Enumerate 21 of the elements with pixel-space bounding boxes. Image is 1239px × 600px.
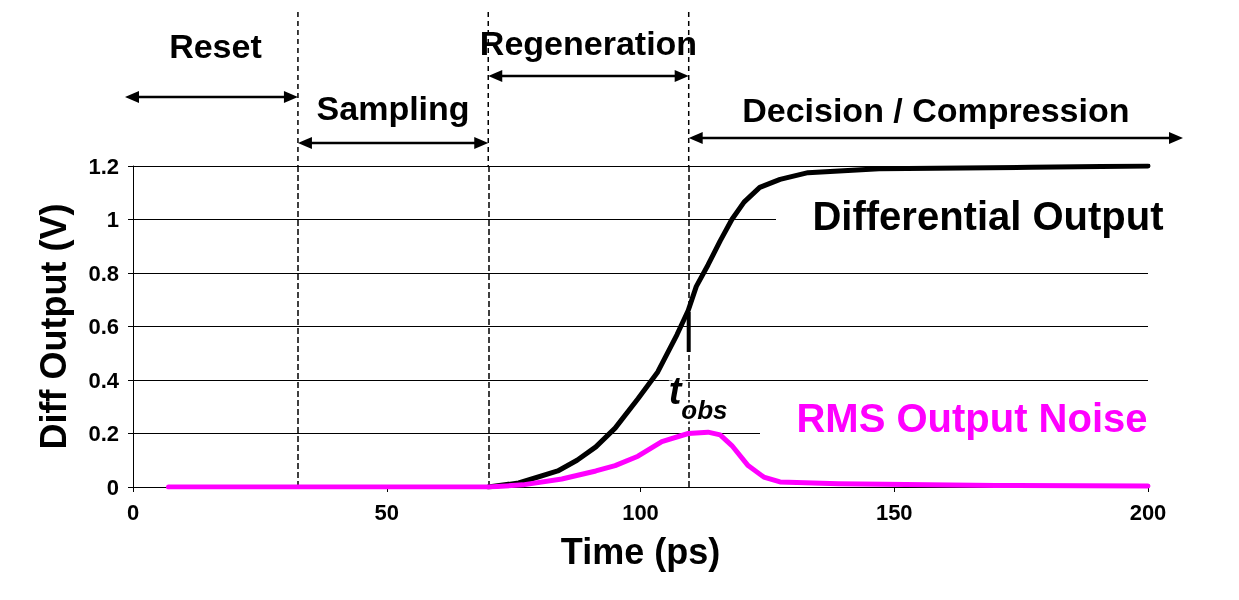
y-tick-label: 1.2 [88, 153, 119, 179]
series-label: Differential Output [812, 194, 1164, 238]
y-tick-label: 0 [106, 474, 119, 500]
x-axis-title: Time (ps) [560, 530, 721, 572]
text: Reset [169, 27, 262, 65]
text: Regeneration [479, 24, 698, 62]
y-tick-label: 0.4 [88, 367, 120, 393]
annotation: t$_{obs}$ [668, 370, 728, 425]
series-label: RMS Output Noise [796, 396, 1148, 440]
y-axis-title: Diff Output (V) [32, 203, 74, 450]
y-tick-label: 0.6 [88, 314, 119, 339]
text: Sampling [316, 89, 470, 127]
y-tick-label: 0.2 [88, 421, 119, 446]
x-tick-label: 200 [1129, 499, 1167, 525]
y-tick-label: 0.8 [88, 260, 119, 286]
x-tick-label: 50 [374, 499, 399, 525]
x-tick-label: 100 [622, 499, 659, 525]
x-tick-label: 150 [875, 499, 913, 525]
x-tick-label: 0 [126, 499, 140, 525]
y-tick-label: 1 [106, 207, 119, 232]
text: Decision / Compression [742, 91, 1130, 129]
